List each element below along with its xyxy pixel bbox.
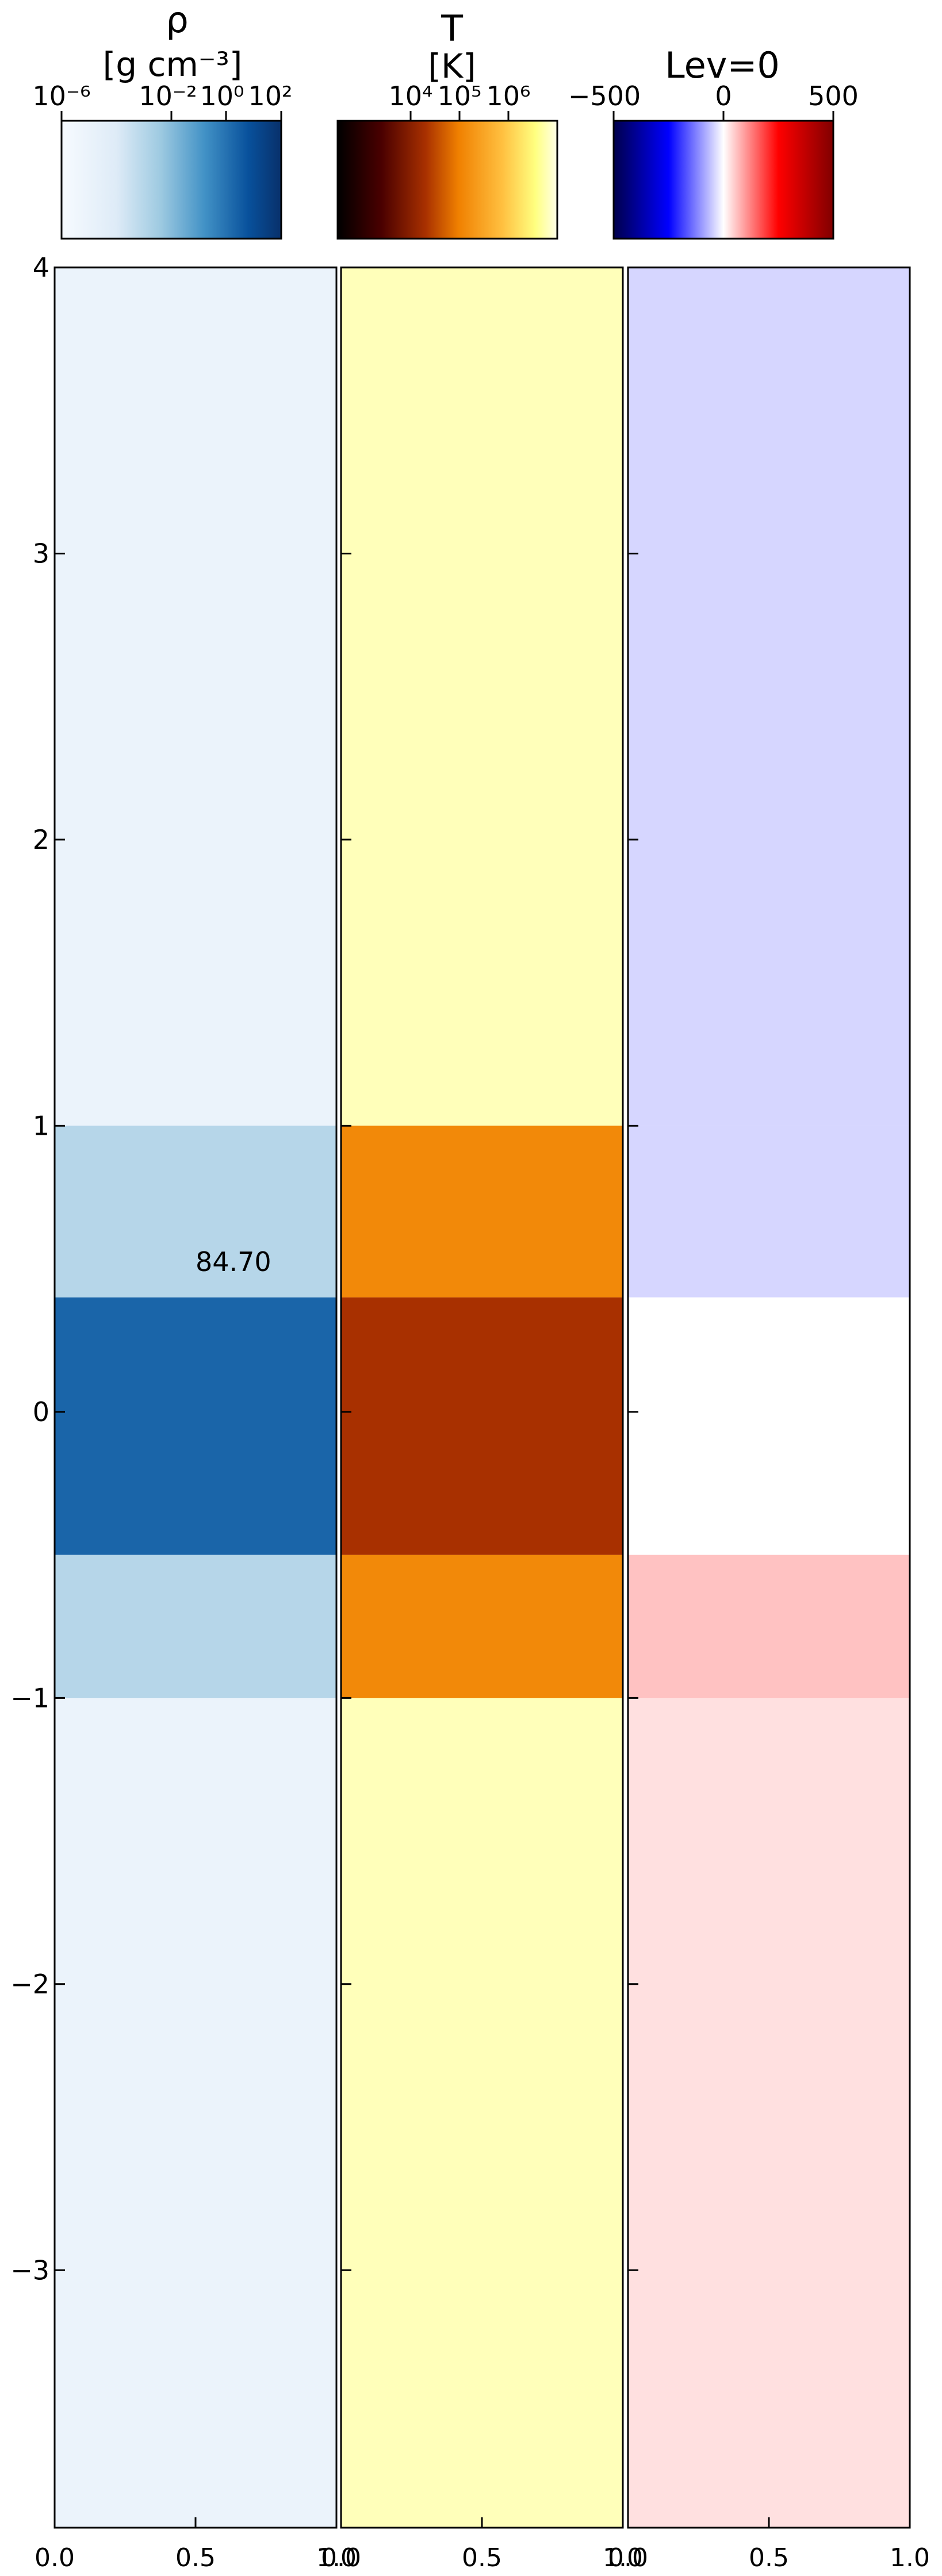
y-tick-label: −1 xyxy=(10,1682,49,1713)
colorbar-temperature-tick-0: 10⁴ xyxy=(389,81,433,112)
panel-density: 84.70 xyxy=(53,266,338,2529)
temperature-layer-1 xyxy=(341,1126,623,1297)
temperature-field xyxy=(341,267,623,2528)
colorbar-velocity-tick-0: −500 xyxy=(568,81,641,112)
colorbar-velocity-tick-2: 500 xyxy=(808,81,859,112)
y-tick-label: −3 xyxy=(10,2255,49,2286)
y-tick-label: 1 xyxy=(33,1110,49,1141)
colorbar-rho-tick-0: 10⁻⁶ xyxy=(32,81,90,112)
panel-temperature xyxy=(340,266,624,2529)
temperature-layer-4 xyxy=(341,1698,623,2528)
panel-velocity xyxy=(627,266,911,2529)
density-layer-2 xyxy=(55,1297,336,1555)
density-annotation: 84.70 xyxy=(196,1246,271,1277)
y-tick-label: 4 xyxy=(33,252,49,283)
temperature-layer-0 xyxy=(341,267,623,1126)
velocity-layer-3 xyxy=(628,1555,910,1698)
y-tick-label: 0 xyxy=(33,1396,49,1427)
density-layer-0 xyxy=(55,267,336,1126)
colorbar-rho: ρ [g cm⁻³] 10⁻⁶ 10⁻² 10⁰ 10² xyxy=(32,0,293,240)
velocity-field xyxy=(628,267,910,2528)
x-tick-label: 1.0 xyxy=(316,2543,357,2573)
colorbar-rho-title-2: [g cm⁻³] xyxy=(103,45,243,84)
colorbar-velocity-bar xyxy=(612,120,834,240)
velocity-layer-4 xyxy=(628,1698,910,2528)
x-tick-label: 0.0 xyxy=(35,2543,75,2573)
colorbar-velocity-title-1: Lev=0 xyxy=(665,44,780,86)
velocity-layer-0 xyxy=(628,267,910,1126)
x-tick-label: 0.5 xyxy=(749,2543,789,2573)
x-tick-label: 0.0 xyxy=(608,2543,648,2573)
colorbar-rho-tick-1: 10⁻² xyxy=(139,81,197,112)
x-tick-label: 0.5 xyxy=(175,2543,216,2573)
y-tick-label: 3 xyxy=(33,538,49,569)
colorbar-temperature-bar xyxy=(336,120,558,240)
y-tick-label: −2 xyxy=(10,1969,49,2000)
density-field xyxy=(55,267,336,2528)
temperature-layer-3 xyxy=(341,1555,623,1698)
velocity-layer-1 xyxy=(628,1126,910,1297)
temperature-layer-2 xyxy=(341,1297,623,1555)
y-tick-label: 2 xyxy=(33,824,49,855)
colorbar-temperature-title-2: [K] xyxy=(428,47,476,86)
colorbar-temperature-tick-1: 10⁵ xyxy=(438,81,482,112)
colorbar-rho-tick-3: 10² xyxy=(248,81,293,112)
density-layer-4 xyxy=(55,1698,336,2528)
x-tick-label: 1.0 xyxy=(890,2543,930,2573)
colorbar-rho-tick-2: 10⁰ xyxy=(200,81,244,112)
colorbar-temperature: T [K] 10⁴ 10⁵ 10⁶ xyxy=(336,7,558,240)
x-tick-label: 0.0 xyxy=(321,2543,361,2573)
density-layer-1 xyxy=(55,1126,336,1297)
colorbar-temperature-title-1: T xyxy=(441,7,464,49)
colorbar-velocity-tick-1: 0 xyxy=(715,81,732,112)
x-tick-label: 0.5 xyxy=(462,2543,502,2573)
colorbar-rho-title-1: ρ xyxy=(166,0,188,41)
colorbar-rho-bar xyxy=(60,120,282,240)
density-layer-3 xyxy=(55,1555,336,1698)
colorbar-temperature-tick-2: 10⁶ xyxy=(487,81,531,112)
x-tick-label: 1.0 xyxy=(603,2543,643,2573)
colorbar-velocity: Lev=0 −500 0 500 xyxy=(568,44,859,240)
velocity-layer-2 xyxy=(628,1297,910,1555)
